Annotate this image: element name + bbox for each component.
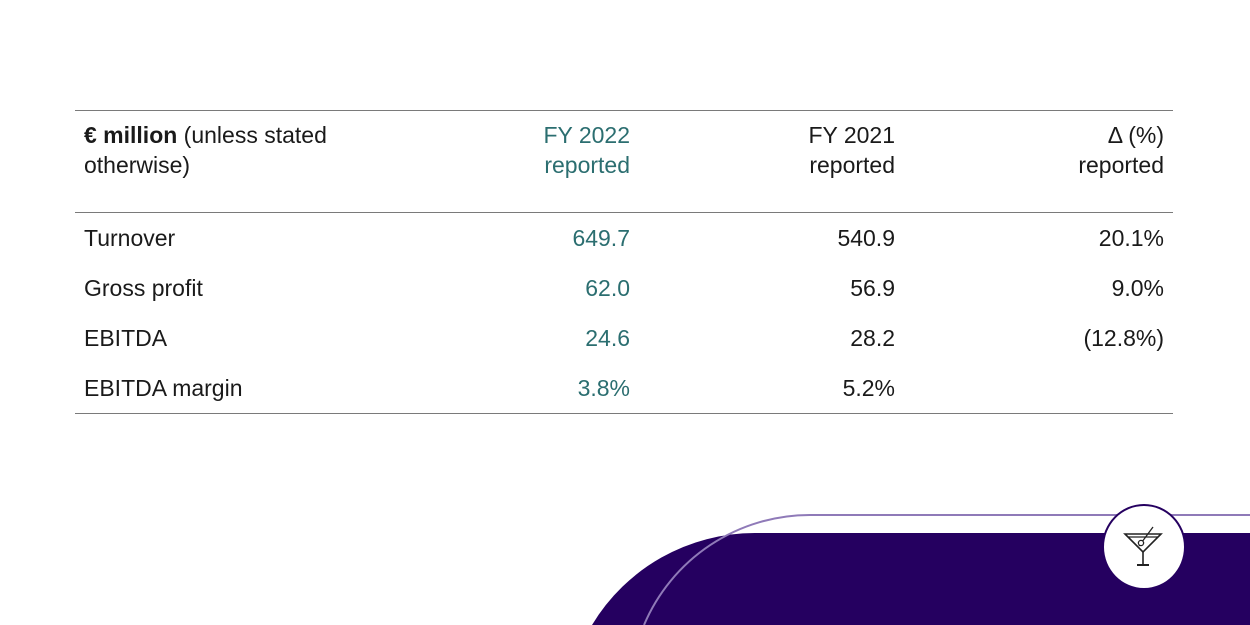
cocktail-glass-icon bbox=[1123, 526, 1163, 566]
header-delta-title: Δ (%) bbox=[1107, 122, 1164, 148]
row-label: Turnover bbox=[84, 225, 176, 251]
unit-note: (unless stated bbox=[177, 122, 327, 148]
decorative-purple-shape bbox=[592, 532, 1250, 625]
table-row: EBITDA margin 3.8% 5.2% bbox=[75, 363, 1173, 413]
header-delta-sub: reported bbox=[1078, 152, 1164, 178]
decorative-arc-line bbox=[643, 513, 1250, 625]
brand-logo bbox=[1102, 504, 1186, 590]
table-row: Turnover 649.7 540.9 20.1% bbox=[75, 213, 1173, 263]
header-fy2021-sub: reported bbox=[809, 152, 895, 178]
table-row: EBITDA 24.6 28.2 (12.8%) bbox=[75, 313, 1173, 363]
fy2021-value: 28.2 bbox=[850, 325, 895, 351]
header-unit: € million (unless stated otherwise) bbox=[84, 120, 327, 180]
row-label: EBITDA margin bbox=[84, 375, 243, 401]
fy2022-value: 3.8% bbox=[577, 375, 630, 401]
delta-value: 20.1% bbox=[1098, 225, 1164, 251]
row-label: EBITDA bbox=[84, 325, 168, 351]
decorative-background bbox=[592, 513, 1250, 625]
unit-label: € million bbox=[84, 122, 178, 148]
row-label: Gross profit bbox=[84, 275, 203, 301]
fy2022-value: 62.0 bbox=[585, 275, 630, 301]
fy2022-value: 649.7 bbox=[572, 225, 630, 251]
header-delta: Δ (%) reported bbox=[1078, 120, 1164, 180]
delta-value: (12.8%) bbox=[1083, 325, 1164, 351]
delta-value: 9.0% bbox=[1111, 275, 1164, 301]
table-header: € million (unless stated otherwise) FY 20… bbox=[75, 111, 1173, 213]
table-row: Gross profit 62.0 56.9 9.0% bbox=[75, 263, 1173, 313]
header-fy2021: FY 2021 reported bbox=[808, 120, 895, 180]
header-fy2022-sub: reported bbox=[544, 152, 630, 178]
unit-note-line2: otherwise) bbox=[84, 152, 191, 178]
header-fy2022-year: FY 2022 bbox=[543, 122, 630, 148]
header-fy2022: FY 2022 reported bbox=[543, 120, 630, 180]
fy2022-value: 24.6 bbox=[585, 325, 630, 351]
fy2021-value: 540.9 bbox=[837, 225, 895, 251]
fy2021-value: 5.2% bbox=[842, 375, 895, 401]
financial-table: € million (unless stated otherwise) FY 20… bbox=[75, 110, 1173, 414]
fy2021-value: 56.9 bbox=[850, 275, 895, 301]
header-fy2021-year: FY 2021 bbox=[808, 122, 895, 148]
